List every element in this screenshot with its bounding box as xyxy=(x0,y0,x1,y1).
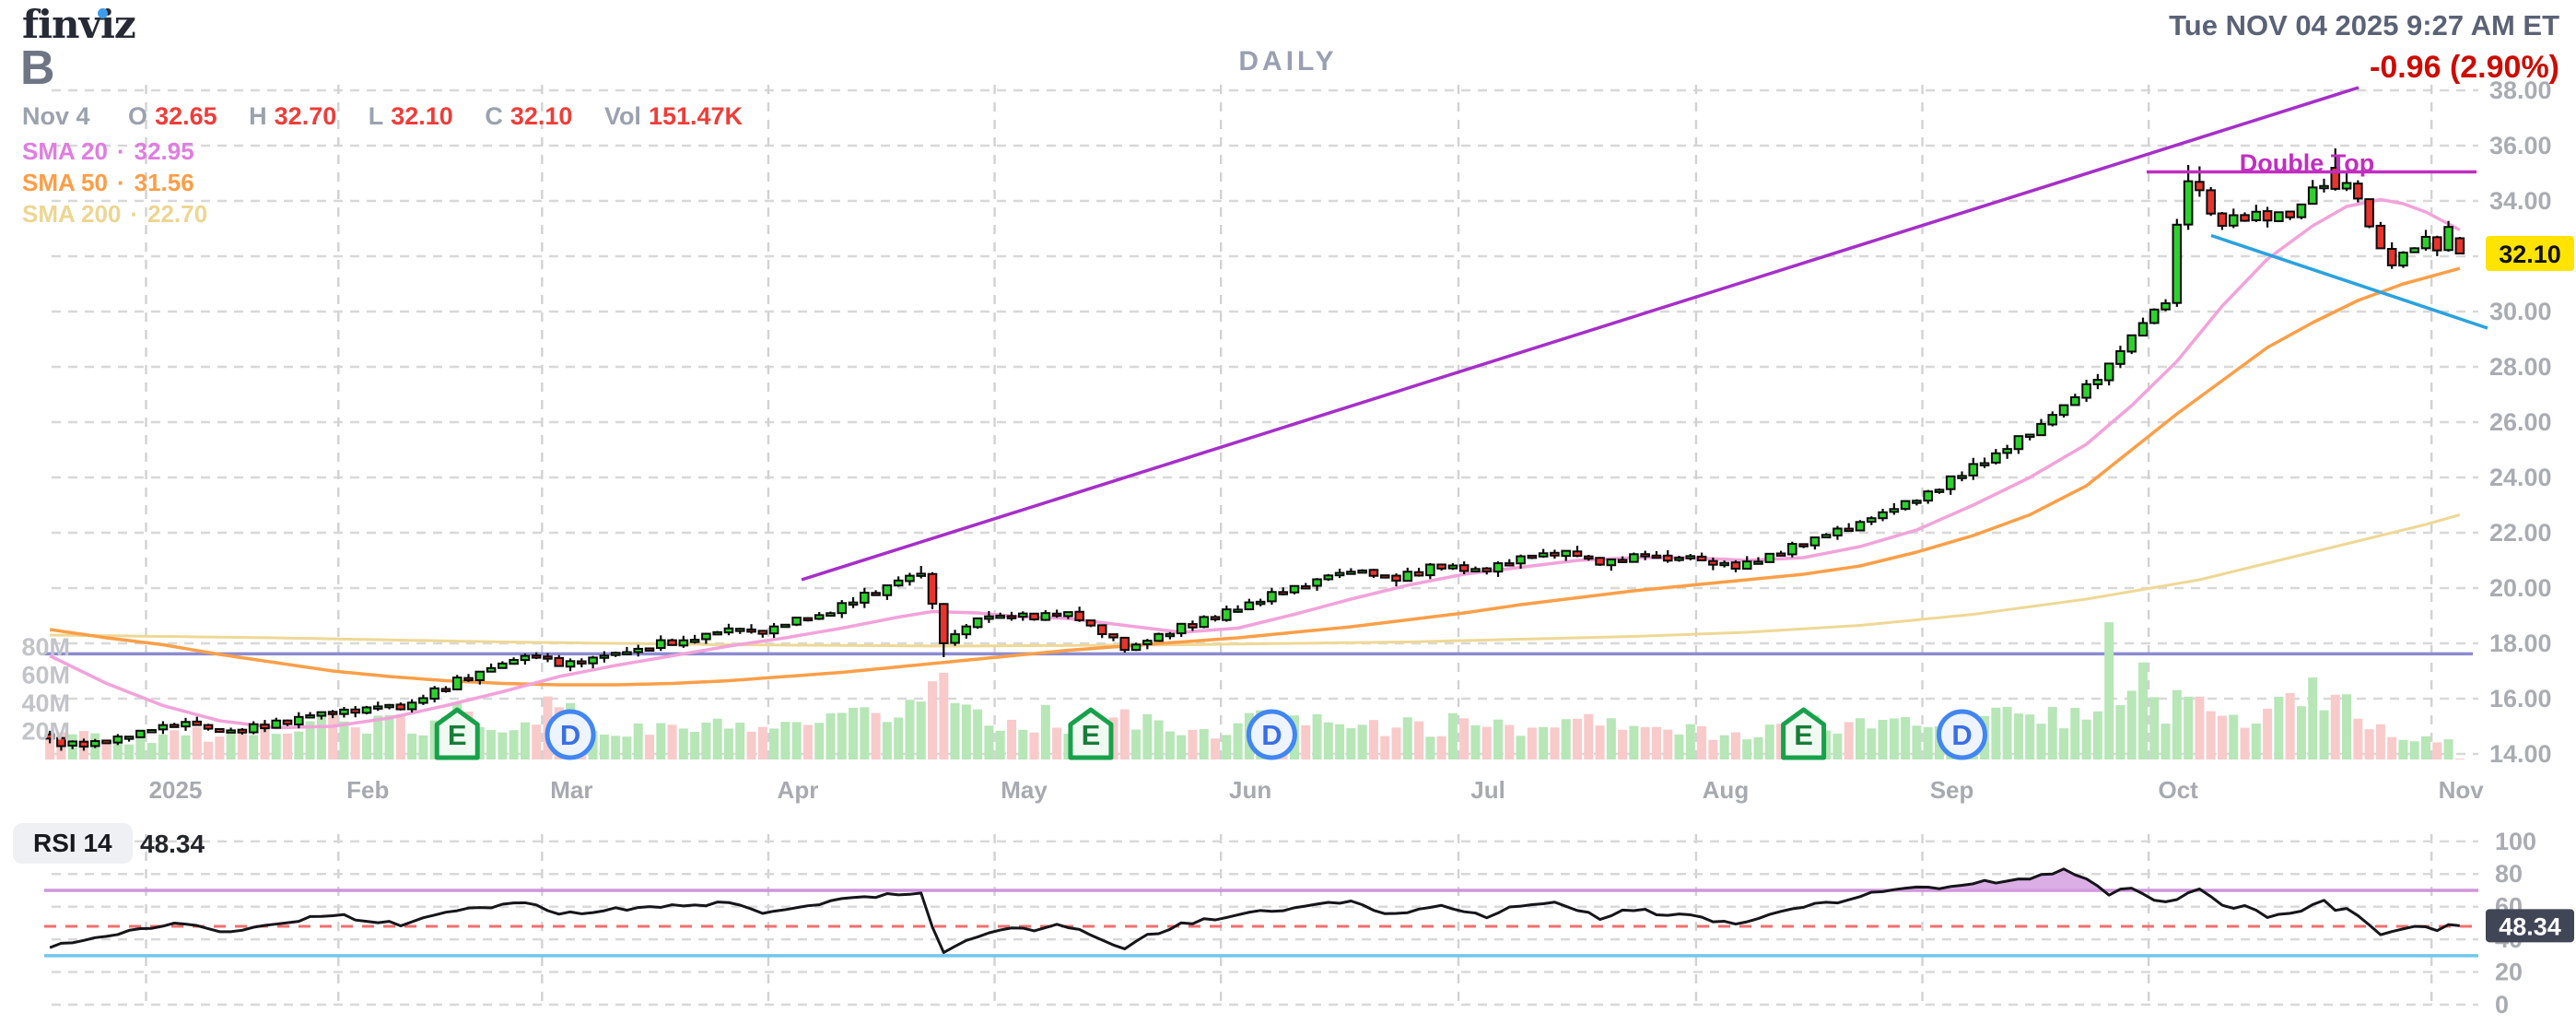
quote-open: O 32.65 xyxy=(128,102,217,130)
rsi-line xyxy=(49,867,2461,954)
svg-text:D: D xyxy=(560,719,580,751)
svg-text:Aug: Aug xyxy=(1703,776,1750,804)
legend-sma-50: SMA 50 · 31.56 xyxy=(22,169,194,196)
sma-20-line xyxy=(49,197,2461,730)
earnings-marker[interactable]: E xyxy=(1068,707,1114,760)
rsi-label-badge: RSI 14 xyxy=(13,823,133,864)
svg-text:D: D xyxy=(1261,719,1282,751)
legend-sma-20: SMA 20 · 32.95 xyxy=(22,137,194,165)
svg-text:34.00: 34.00 xyxy=(2489,187,2552,215)
double-top-label: Double Top xyxy=(2240,149,2374,177)
svg-text:100: 100 xyxy=(2495,828,2536,855)
gridlines xyxy=(52,85,2478,1007)
svg-text:Mar: Mar xyxy=(550,776,592,804)
svg-text:20M: 20M xyxy=(21,718,70,746)
rsi-value-badge: 48.34 xyxy=(2486,909,2574,943)
svg-text:80: 80 xyxy=(2495,860,2523,888)
quote-high: H 32.70 xyxy=(249,102,337,130)
price-axis-labels: 38.00 36.00 34.00 30.00 28.00 26.00 24.00 22.00… xyxy=(2489,77,2552,768)
quote-date: Nov 4 xyxy=(22,102,90,130)
svg-text:May: May xyxy=(1001,776,1048,804)
svg-text:Feb: Feb xyxy=(346,776,389,804)
svg-text:20: 20 xyxy=(2495,959,2523,986)
svg-text:28.00: 28.00 xyxy=(2489,353,2552,381)
ascending-trendline[interactable] xyxy=(801,86,2359,582)
svg-text:32.10: 32.10 xyxy=(2499,241,2561,268)
svg-text:Sep: Sep xyxy=(1930,776,1974,804)
svg-text:E: E xyxy=(1794,719,1813,751)
dividend-marker[interactable]: D xyxy=(1246,709,1297,760)
svg-text:Apr: Apr xyxy=(778,776,819,804)
svg-text:26.00: 26.00 xyxy=(2489,408,2552,436)
timeframe-label: DAILY xyxy=(1238,46,1338,77)
svg-text:D: D xyxy=(1951,719,1972,751)
svg-text:20.00: 20.00 xyxy=(2489,574,2552,602)
svg-text:38.00: 38.00 xyxy=(2489,77,2552,104)
svg-text:Jul: Jul xyxy=(1470,776,1505,804)
earnings-marker[interactable]: E xyxy=(1781,707,1827,760)
legend-sma-200: SMA 200 · 22.70 xyxy=(22,200,208,228)
svg-text:40M: 40M xyxy=(21,689,70,717)
svg-text:E: E xyxy=(448,719,467,751)
sma-50-line xyxy=(49,266,2461,687)
svg-text:Nov: Nov xyxy=(2439,776,2485,804)
dividend-marker[interactable]: D xyxy=(544,709,596,760)
rsi-current-value: 48.34 xyxy=(140,830,205,858)
quote-volume: Vol 151.47K xyxy=(603,102,744,130)
quote-datetime: Tue NOV 04 2025 9:27 AM ET xyxy=(2169,9,2559,41)
logo-dot-icon xyxy=(98,8,108,18)
svg-text:0: 0 xyxy=(2495,991,2509,1018)
svg-text:18.00: 18.00 xyxy=(2489,630,2552,657)
svg-text:Jun: Jun xyxy=(1229,776,1271,804)
svg-text:E: E xyxy=(1082,719,1101,751)
svg-text:16.00: 16.00 xyxy=(2489,685,2552,712)
quote-close: C 32.10 xyxy=(485,102,573,130)
ohlc-legend-row: Nov 4 O 32.65 H 32.70 L 32.10 C 32.10 Vol 151… xyxy=(22,102,767,131)
current-price-badge: 32.10 xyxy=(2486,236,2574,271)
earnings-marker[interactable]: E xyxy=(434,707,480,760)
svg-text:30.00: 30.00 xyxy=(2489,298,2552,325)
svg-text:2025: 2025 xyxy=(149,776,203,804)
finviz-logo[interactable]: finviz xyxy=(22,2,136,47)
svg-text:22.00: 22.00 xyxy=(2489,519,2552,547)
price-change: -0.96 (2.90%) xyxy=(2370,50,2559,85)
svg-text:24.00: 24.00 xyxy=(2489,464,2552,491)
ticker-symbol: B xyxy=(20,41,55,95)
svg-text:Oct: Oct xyxy=(2158,776,2198,804)
svg-text:14.00: 14.00 xyxy=(2489,740,2552,768)
month-labels: 2025 Feb Mar Apr May Jun Jul Aug Sep Oct Nov xyxy=(149,776,2485,804)
quote-low: L 32.10 xyxy=(368,102,453,130)
svg-text:60M: 60M xyxy=(21,662,70,689)
sma-200-line xyxy=(50,513,2461,648)
volume-bars xyxy=(45,622,2465,759)
dividend-marker[interactable]: D xyxy=(1937,709,1988,760)
svg-text:48.34: 48.34 xyxy=(2499,912,2561,940)
candles xyxy=(44,148,2465,751)
svg-text:80M: 80M xyxy=(21,633,70,661)
svg-text:36.00: 36.00 xyxy=(2489,132,2552,159)
descending-trendline[interactable] xyxy=(2210,233,2488,330)
